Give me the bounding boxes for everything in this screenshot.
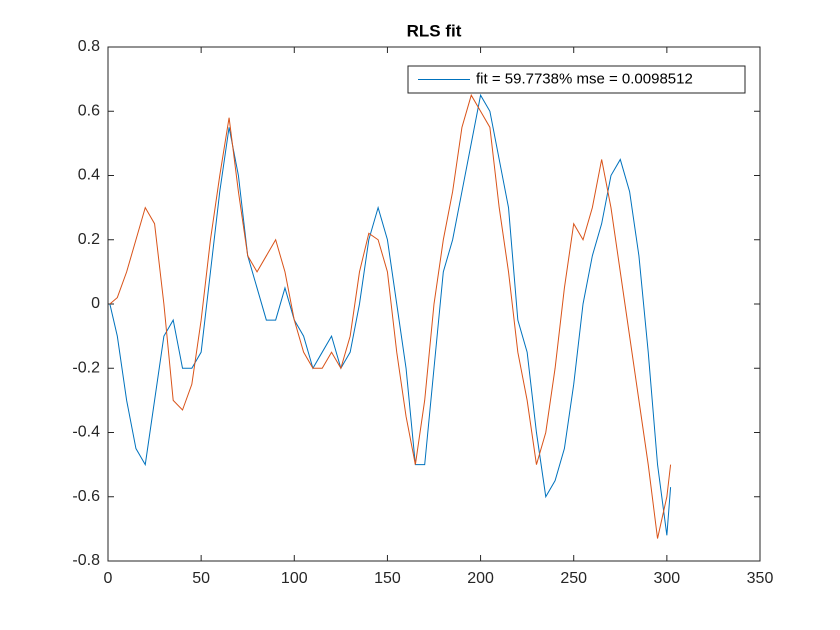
x-tick-label: 150 — [374, 570, 401, 587]
y-tick-label: -0.8 — [72, 552, 100, 569]
y-tick-label: 0.8 — [78, 38, 100, 55]
y-tick-label: 0.2 — [78, 231, 100, 248]
data-line — [109, 93, 672, 536]
y-tick-label: 0.4 — [78, 167, 100, 184]
x-tick-label: 350 — [747, 570, 774, 587]
y-tick-label: -0.6 — [72, 488, 100, 505]
y-tick-label: -0.2 — [72, 359, 100, 376]
y-tick-label: 0 — [91, 295, 100, 312]
axes-box — [107, 46, 761, 562]
x-tick-label: 0 — [104, 570, 113, 587]
legend-label: fit = 59.7738% mse = 0.0098512 — [476, 70, 693, 87]
x-tick-label: 100 — [281, 570, 308, 587]
data-line — [109, 93, 672, 539]
x-tick-label: 300 — [654, 570, 681, 587]
x-tick-label: 250 — [560, 570, 587, 587]
y-tick-label: -0.4 — [72, 424, 100, 441]
chart-title: RLS fit — [407, 21, 462, 40]
x-tick-label: 50 — [192, 570, 210, 587]
y-tick-label: 0.6 — [78, 102, 100, 119]
x-tick-label: 200 — [467, 570, 494, 587]
